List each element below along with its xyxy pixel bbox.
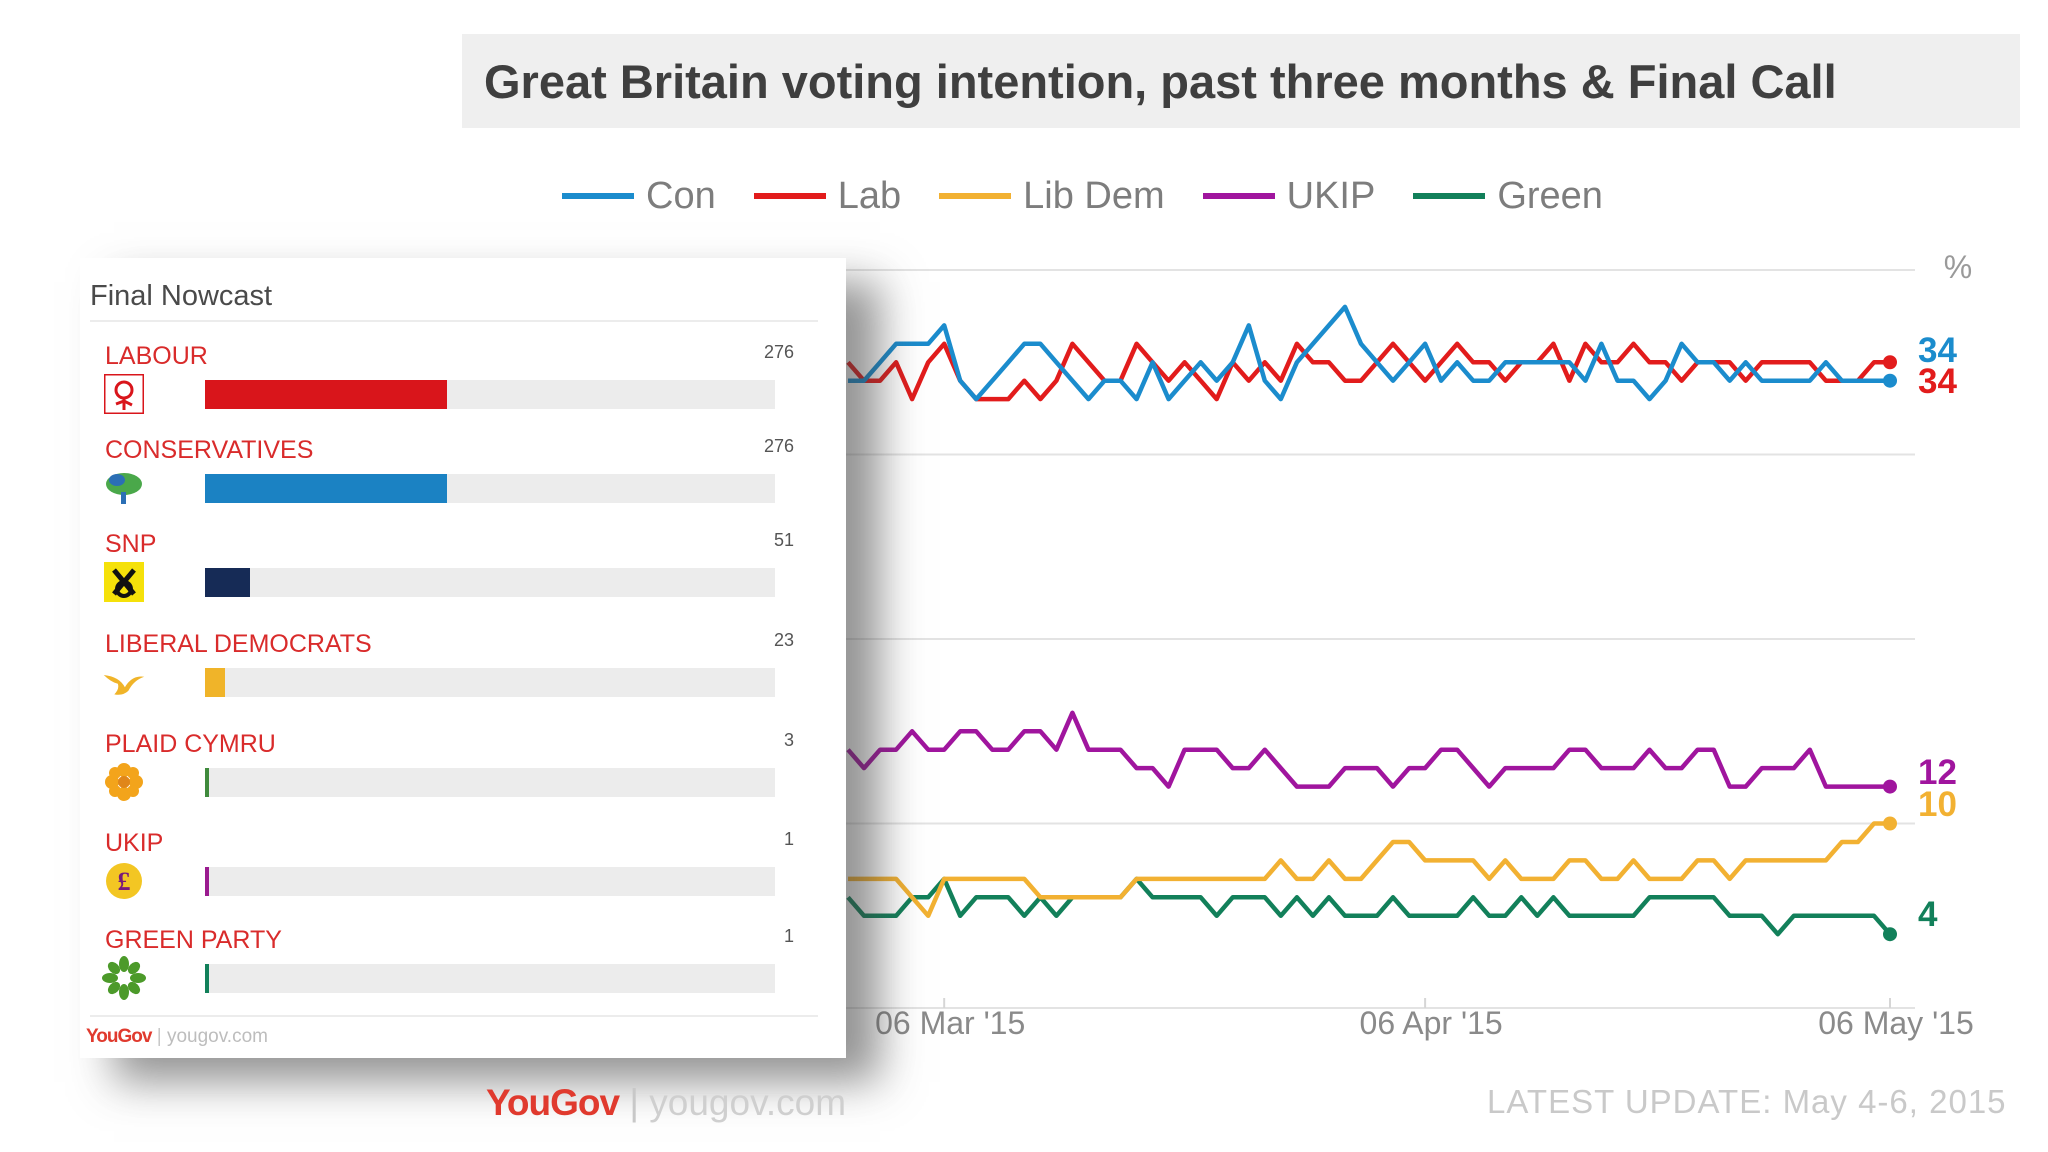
party-seats: 1: [783, 829, 794, 849]
yougov-site-link[interactable]: yougov.com: [166, 1026, 268, 1047]
chart-legend: Con Lab Lib Dem UKIP Green: [562, 168, 1641, 224]
seat-bar-track: [205, 380, 775, 409]
snp-icon: [102, 560, 146, 604]
party-name: CONSERVATIVES: [105, 436, 314, 464]
bird-icon: [102, 660, 146, 704]
legend-label-ukip: UKIP: [1286, 174, 1376, 217]
yougov-logo: YouGov: [486, 1082, 620, 1123]
party-seats: 276: [763, 342, 794, 362]
series-line-con: [848, 304, 1890, 402]
party-name: PLAID CYMRU: [105, 730, 276, 758]
seat-bar-track: [205, 668, 775, 697]
y-axis-unit-label: %: [1944, 249, 1972, 285]
latest-update-text: LATEST UPDATE: May 4-6, 2015: [1487, 1083, 2007, 1120]
legend-item-green: Green: [1413, 175, 1603, 218]
party-row-labour: LABOUR 276: [80, 342, 846, 438]
legend-label-con: Con: [646, 174, 716, 217]
seat-bar-track: [205, 964, 775, 993]
party-seats: 276: [763, 436, 794, 456]
legend-item-libdem: Lib Dem: [939, 175, 1165, 218]
seat-bar-plaid-cymru: [205, 768, 209, 797]
seat-bar-track: [205, 867, 775, 896]
seat-bar-green-party: [205, 964, 209, 993]
legend-item-ukip: UKIP: [1202, 174, 1376, 218]
pound-icon: £: [102, 859, 146, 903]
party-seats: 1: [783, 926, 794, 946]
legend-swatch-con: [562, 193, 634, 199]
nowcast-footer-divider: [90, 1015, 818, 1017]
series-end-point-lib-dem: [1883, 816, 1897, 831]
party-row-liberal-democrats: LIBERAL DEMOCRATS 23: [80, 630, 846, 726]
x-axis-tick-label: 06 May '15: [1818, 1005, 1974, 1041]
x-axis-tick-label: 06 Mar '15: [875, 1005, 1025, 1041]
series-end-point-con: [1883, 373, 1897, 388]
legend-label-lab: Lab: [837, 174, 902, 217]
x-axis-tick-label: 06 Apr '15: [1360, 1005, 1503, 1041]
nowcast-title: Final Nowcast: [90, 280, 273, 312]
nowcast-divider: [90, 320, 818, 322]
oak-tree-icon: [102, 466, 146, 510]
seat-bar-track: [205, 474, 775, 503]
series-line-ukip: [846, 710, 1890, 789]
party-row-plaid-cymru: PLAID CYMRU 3: [80, 730, 846, 826]
seat-bar-track: [205, 568, 775, 597]
yougov-logo: YouGov: [86, 1026, 152, 1047]
series-end-label-lib-dem: 10: [1918, 785, 1957, 824]
party-seats: 23: [773, 630, 794, 650]
party-name: LABOUR: [105, 342, 208, 370]
series-end-label-ukip: 12: [1918, 753, 1957, 792]
seat-bar-liberal-democrats: [205, 668, 226, 697]
poppy-icon: [102, 760, 146, 804]
chart-title-band: Great Britain voting intention, past thr…: [462, 34, 2020, 128]
series-line-green: [846, 876, 1892, 937]
svg-text:£: £: [118, 867, 131, 896]
party-name: SNP: [105, 530, 157, 558]
legend-item-lab: Lab: [753, 174, 902, 218]
series-end-point-ukip: [1883, 779, 1897, 794]
seat-bar-ukip: [205, 867, 209, 896]
seat-bar-track: [205, 768, 775, 797]
seat-bar-snp: [205, 568, 250, 597]
party-row-green-party: GREEN PARTY 1: [80, 926, 846, 1022]
rose-icon: [102, 372, 146, 416]
footer-separator: |: [156, 1026, 162, 1047]
yougov-site-link[interactable]: yougov.com: [649, 1082, 847, 1123]
series-end-point-lab: [1883, 355, 1897, 370]
series-end-point-green: [1883, 927, 1897, 942]
legend-swatch-lab: [753, 193, 826, 199]
series-end-label-lab: 34: [1918, 362, 1957, 401]
party-seats: 3: [783, 730, 794, 750]
party-name: GREEN PARTY: [105, 926, 282, 954]
legend-swatch-green: [1413, 193, 1486, 199]
party-row-ukip: UKIP 1 £: [80, 829, 846, 925]
legend-swatch-libdem: [939, 193, 1012, 199]
party-seats: 51: [773, 530, 794, 550]
chart-title: Great Britain voting intention, past thr…: [484, 55, 1837, 108]
series-end-label-green: 4: [1918, 895, 1938, 934]
party-name: UKIP: [105, 829, 164, 857]
party-row-snp: SNP 51: [80, 530, 846, 626]
nowcast-footer: YouGov | yougov.com: [86, 1026, 268, 1048]
legend-label-libdem: Lib Dem: [1023, 174, 1165, 217]
seat-bar-conservatives: [205, 474, 448, 503]
series-line-lib-dem: [848, 821, 1890, 919]
legend-item-con: Con: [562, 175, 716, 218]
leaf-icon: [102, 956, 146, 1000]
series-end-label-con: 34: [1918, 331, 1957, 370]
party-name: LIBERAL DEMOCRATS: [105, 630, 372, 658]
seat-bar-labour: [205, 380, 448, 409]
footer-separator: |: [629, 1082, 639, 1123]
legend-label-green: Green: [1497, 174, 1603, 217]
page-footer-brand: YouGov | yougov.com: [486, 1082, 846, 1124]
party-row-conservatives: CONSERVATIVES 276: [80, 436, 846, 532]
legend-swatch-ukip: [1202, 193, 1275, 199]
final-nowcast-panel: Final Nowcast LABOUR 276 CONSERVATIVES 2…: [80, 258, 846, 1058]
